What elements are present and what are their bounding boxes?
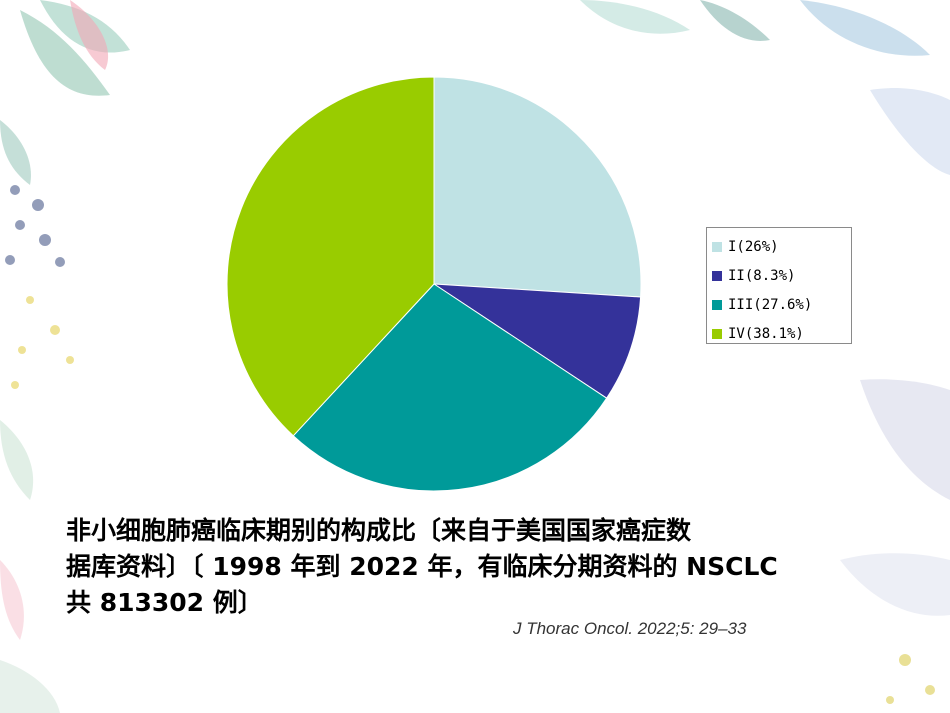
legend-item-i: I(26%) xyxy=(712,232,851,261)
pie-slice-i xyxy=(433,76,642,298)
yellow-dots-decoration xyxy=(11,296,74,389)
legend-label: III(27.6%) xyxy=(728,296,813,313)
legend-swatch xyxy=(712,328,722,339)
chart-legend: I(26%) II(8.3%) III(27.6%) IV(38.1%) xyxy=(706,227,852,344)
legend-label: I(26%) xyxy=(728,238,779,255)
chart-caption: 非小细胞肺癌临床期别的构成比〔来自于美国国家癌症数 据库资料〕〔 1998 年到… xyxy=(66,513,886,621)
leaf-decoration xyxy=(580,0,690,34)
legend-swatch xyxy=(712,299,722,310)
leaf-decoration xyxy=(860,379,950,500)
leaf-decoration xyxy=(0,120,31,185)
caption-line: 共 813302 例〕 xyxy=(66,588,263,617)
legend-swatch xyxy=(712,241,722,252)
legend-item-ii: II(8.3%) xyxy=(712,261,851,290)
flower-decoration xyxy=(0,560,24,640)
citation-text: J Thorac Oncol. 2022;5: 29–33 xyxy=(513,619,747,638)
flower-decoration xyxy=(70,0,109,70)
leaf-decoration xyxy=(800,0,930,56)
leaf-decoration xyxy=(840,553,950,616)
legend-item-iv: IV(38.1%) xyxy=(712,319,851,348)
leaf-decoration xyxy=(700,0,770,41)
leaf-decoration xyxy=(20,10,110,96)
legend-label: II(8.3%) xyxy=(728,267,796,284)
legend-item-iii: III(27.6%) xyxy=(712,290,851,319)
pie-slice-iv xyxy=(226,76,435,437)
leaf-decoration xyxy=(0,420,34,500)
pie-slice-ii xyxy=(432,283,642,399)
pie-slice-iii xyxy=(292,283,608,492)
caption-line: 据库资料〕〔 1998 年到 2022 年，有临床分期资料的 NSCLC xyxy=(66,552,778,581)
leaf-decoration xyxy=(870,88,950,175)
caption-line: 非小细胞肺癌临床期别的构成比〔来自于美国国家癌症数 xyxy=(66,516,692,545)
legend-swatch xyxy=(712,270,722,281)
yellow-dots-decoration xyxy=(886,654,935,704)
leaf-decoration xyxy=(0,660,60,713)
legend-label: IV(38.1%) xyxy=(728,325,804,342)
berry-cluster-decoration xyxy=(5,185,65,267)
